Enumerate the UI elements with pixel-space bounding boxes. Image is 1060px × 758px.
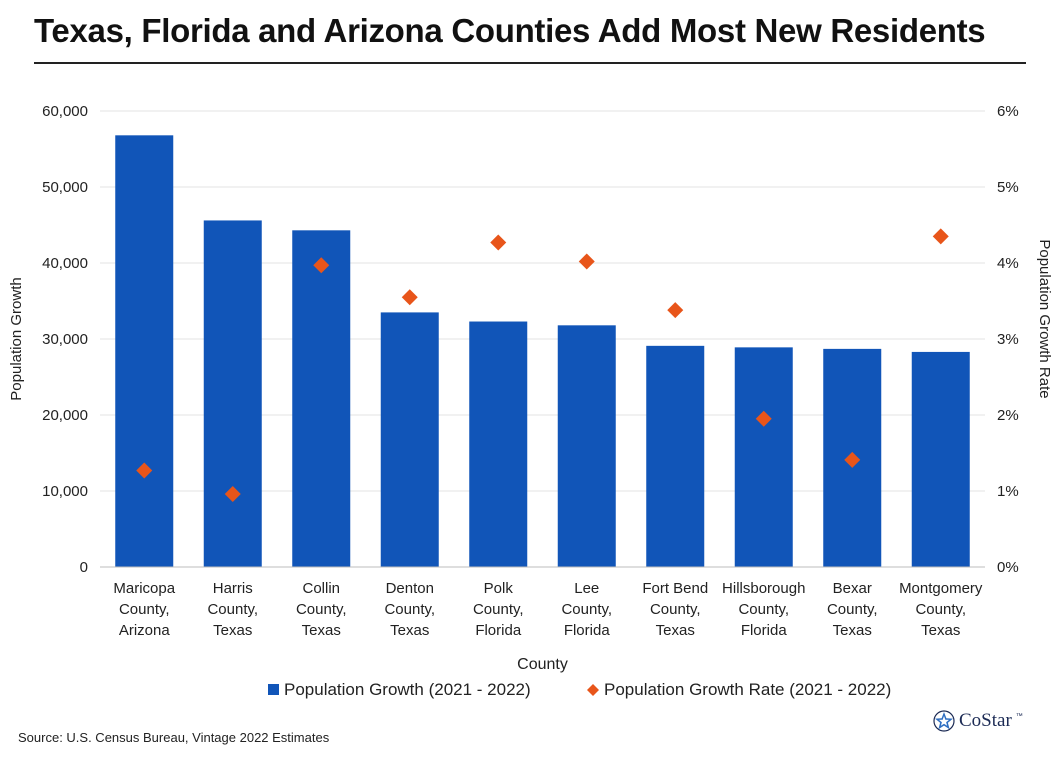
x-tick-label: Texas [833,622,872,639]
x-tick-label: County, [827,601,878,618]
x-tick-label: Texas [213,622,252,639]
y-tick-label: 50,000 [42,179,88,196]
chart-title: Texas, Florida and Arizona Counties Add … [34,12,986,49]
title-divider [34,62,1026,64]
y2-tick-label: 1% [997,483,1019,500]
logo-trademark: ™ [1015,712,1023,720]
x-tick-label: County, [119,601,170,618]
x-tick-label: Denton [386,580,434,597]
x-tick-label: Montgomery [899,580,983,597]
x-tick-label: Maricopa [113,580,175,597]
rate-marker [578,253,595,270]
rate-marker [932,228,949,245]
rate-marker [755,410,772,427]
rate-marker [844,451,861,468]
rate-marker [224,486,241,503]
x-tick-label: Texas [390,622,429,639]
x-tick-label: County, [207,601,258,618]
bar [380,312,439,567]
x-tick-label: Lee [574,580,599,597]
x-axis-title: County [517,656,568,673]
y2-tick-label: 3% [997,331,1019,348]
y2-tick-label: 0% [997,559,1019,576]
x-tick-label: County, [738,601,789,618]
y-tick-label: 30,000 [42,331,88,348]
y-axis-title: Population Growth [8,277,25,400]
x-tick-label: Polk [484,580,514,597]
x-tick-label: Arizona [119,622,171,639]
x-tick-label: County, [384,601,435,618]
x-tick-label: County, [296,601,347,618]
bar [557,325,616,567]
legend-label-growth: Population Growth (2021 - 2022) [284,680,531,699]
y2-tick-label: 5% [997,179,1019,196]
rate-marker [136,462,153,479]
costar-logo: CoStar ™ [933,710,1023,732]
x-tick-label: County, [915,601,966,618]
bar [646,345,705,567]
y-tick-label: 20,000 [42,407,88,424]
rate-marker [313,257,330,274]
y2-tick-label: 6% [997,103,1019,120]
legend-label-rate: Population Growth Rate (2021 - 2022) [604,680,891,699]
x-tick-label: County, [473,601,524,618]
source-note: Source: U.S. Census Bureau, Vintage 2022… [18,730,330,745]
x-tick-label: Fort Bend [642,580,708,597]
x-tick-label: Texas [302,622,341,639]
bar [734,347,793,567]
x-tick-label: Florida [741,622,788,639]
y-tick-label: 0 [80,559,88,576]
bar [469,321,528,567]
x-tick-label: Texas [921,622,960,639]
x-tick-label: Harris [213,580,253,597]
bar [115,135,174,567]
y-tick-label: 60,000 [42,103,88,120]
rate-marker [667,302,684,319]
y2-tick-label: 2% [997,407,1019,424]
rate-marker [490,234,507,251]
costar-star-icon [933,710,955,732]
legend-marker-swatch [587,684,599,696]
x-tick-label: Bexar [833,580,872,597]
x-tick-label: County, [650,601,701,618]
bar [292,230,351,567]
y-tick-label: 40,000 [42,255,88,272]
y-tick-label: 10,000 [42,483,88,500]
legend-bar-swatch [268,684,279,695]
x-tick-label: Collin [302,580,340,597]
logo-text: CoStar [959,710,1012,731]
rate-marker [401,289,418,306]
x-tick-label: Florida [475,622,522,639]
x-tick-label: County, [561,601,612,618]
y2-tick-label: 4% [997,255,1019,272]
x-tick-label: Texas [656,622,695,639]
bar [203,220,262,567]
x-tick-label: Florida [564,622,611,639]
y2-axis-title: Population Growth Rate [1036,239,1053,398]
x-tick-label: Hillsborough [722,580,805,597]
bar [911,351,970,567]
